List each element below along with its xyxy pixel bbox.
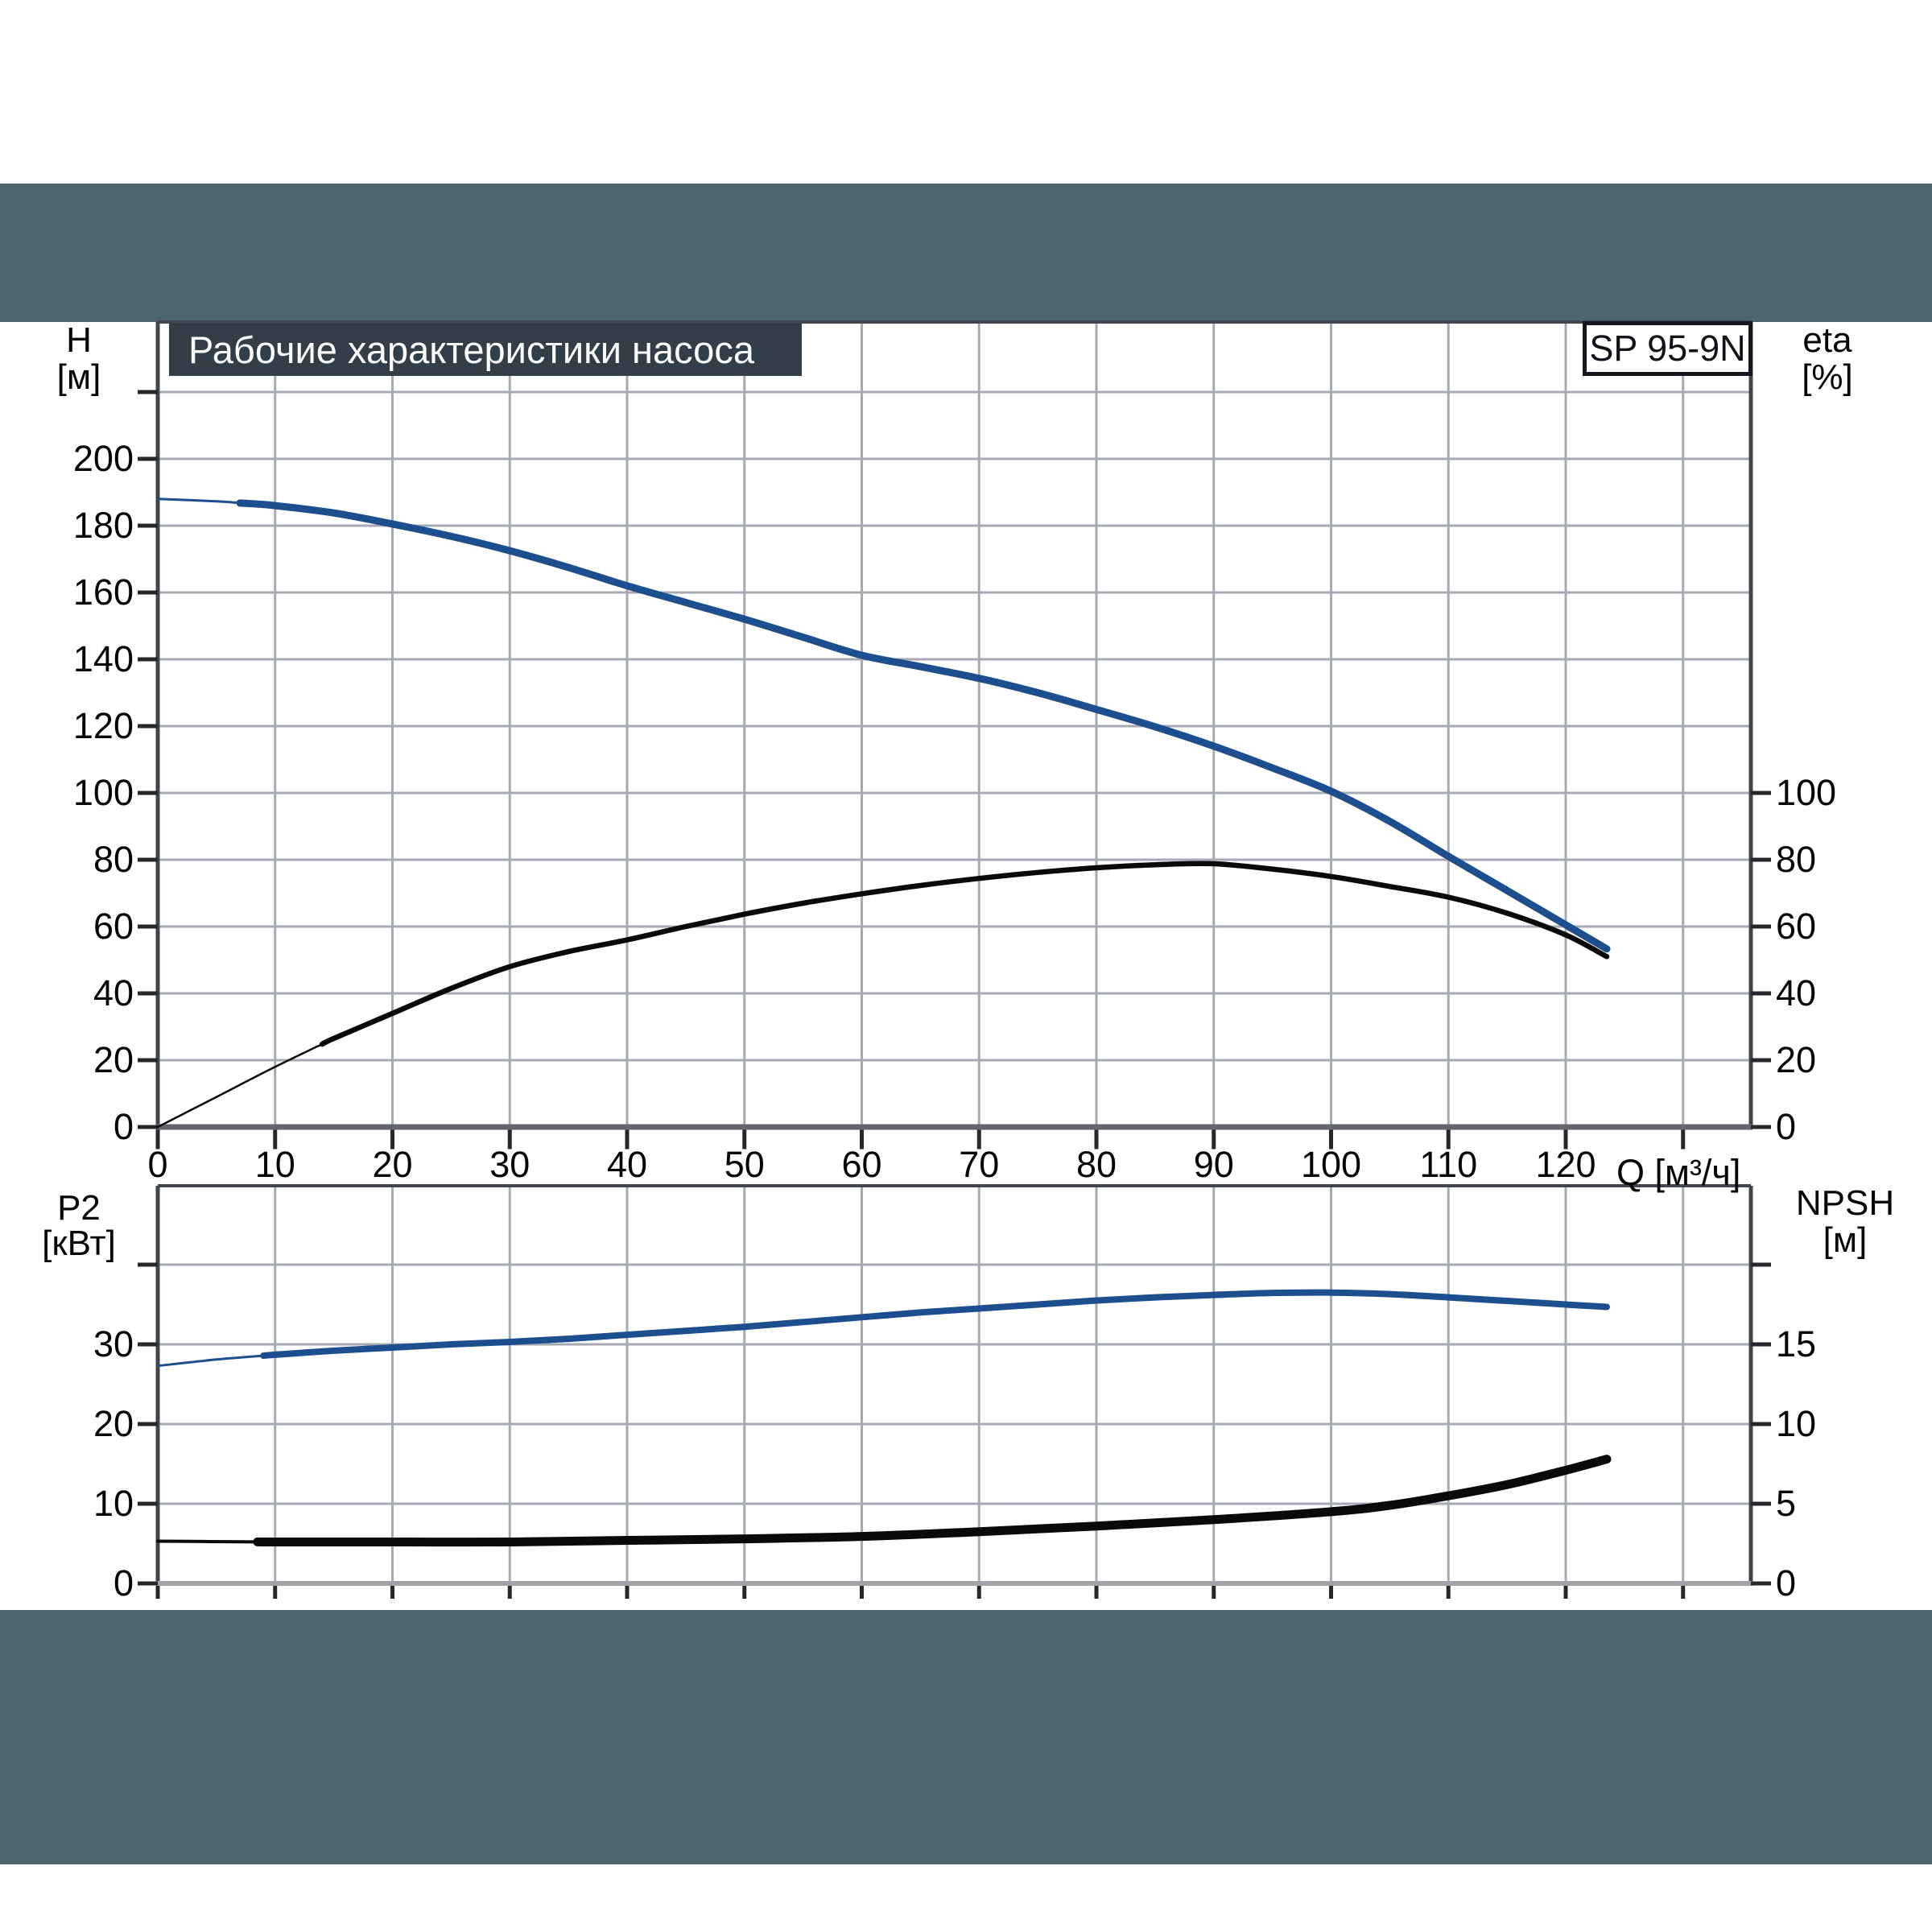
bottom-band	[0, 1610, 1932, 1864]
y-right-tick-label: 15	[1776, 1323, 1817, 1364]
y-right-tick-label: 5	[1776, 1483, 1797, 1524]
y-left-tick-label: 160	[72, 572, 134, 613]
top-band	[0, 184, 1932, 322]
bottom-left-axis-unit: [кВт]	[42, 1224, 116, 1263]
y-right-tick-label: 40	[1776, 972, 1817, 1013]
y-right-tick-label: 60	[1776, 906, 1817, 947]
y-left-tick-label: 180	[72, 505, 134, 546]
y-left-tick-label: 120	[72, 705, 134, 746]
y-left-tick-label: 40	[93, 972, 134, 1013]
y-right-tick-label: 100	[1776, 772, 1837, 813]
p2-curve	[260, 1289, 1610, 1360]
y-left-tick-label: 20	[93, 1039, 134, 1080]
top-left-axis-unit: [м]	[56, 357, 101, 397]
top-right-axis-unit: [%]	[1802, 357, 1853, 397]
pump-model-badge: SP 95-9N	[1583, 321, 1752, 376]
y-left-tick-label: 200	[72, 438, 134, 479]
x-tick-label: 50	[724, 1144, 765, 1185]
bottom-right-axis-unit: [м]	[1823, 1220, 1868, 1260]
npsh-curve	[253, 1455, 1612, 1547]
chart-title-bar: Рабочие характеристики насоса	[169, 323, 802, 376]
x-tick-label: 100	[1300, 1144, 1362, 1185]
y-left-tick-label: 100	[72, 772, 134, 813]
eta-curve	[319, 861, 1610, 1047]
y-left-tick-label: 0	[113, 1563, 134, 1604]
x-tick-label: 70	[959, 1144, 1000, 1185]
x-tick-label: 0	[147, 1144, 168, 1185]
x-tick-label: 40	[606, 1144, 648, 1185]
h-curve-thin	[156, 497, 242, 505]
x-tick-label: 90	[1193, 1144, 1234, 1185]
top-right-axis-label: eta	[1802, 320, 1852, 360]
page-title: Рабочие характеристики насоса	[188, 328, 754, 371]
x-tick-label: 10	[254, 1144, 295, 1185]
x-axis-label: Q [м³/ч]	[1616, 1152, 1741, 1193]
eta-curve-thin	[156, 1042, 324, 1129]
y-left-tick-label: 140	[72, 638, 134, 679]
y-left-tick-label: 80	[93, 839, 134, 880]
y-left-tick-label: 60	[93, 906, 134, 947]
bottom-right-axis-label: NPSH	[1795, 1183, 1895, 1223]
y-right-tick-label: 0	[1776, 1106, 1797, 1147]
bottom-left-axis-label: P2	[57, 1188, 101, 1228]
y-left-tick-label: 0	[113, 1106, 134, 1147]
y-left-tick-label: 20	[93, 1403, 134, 1444]
p2-curve-thin	[156, 1354, 265, 1368]
y-left-tick-label: 10	[93, 1483, 134, 1524]
x-tick-label: 80	[1075, 1144, 1117, 1185]
y-right-tick-label: 80	[1776, 839, 1817, 880]
x-tick-label: 30	[489, 1144, 530, 1185]
h-curve	[236, 499, 1611, 953]
x-tick-label: 20	[372, 1144, 413, 1185]
y-right-tick-label: 20	[1776, 1039, 1817, 1080]
x-tick-label: 120	[1535, 1144, 1596, 1185]
y-left-tick-label: 30	[93, 1323, 134, 1364]
y-right-tick-label: 0	[1776, 1563, 1797, 1604]
x-tick-label: 60	[841, 1144, 882, 1185]
pump-model-text: SP 95-9N	[1589, 328, 1746, 369]
top-left-axis-label: H	[66, 320, 92, 360]
y-right-tick-label: 10	[1776, 1403, 1817, 1444]
x-tick-label: 110	[1419, 1144, 1478, 1185]
